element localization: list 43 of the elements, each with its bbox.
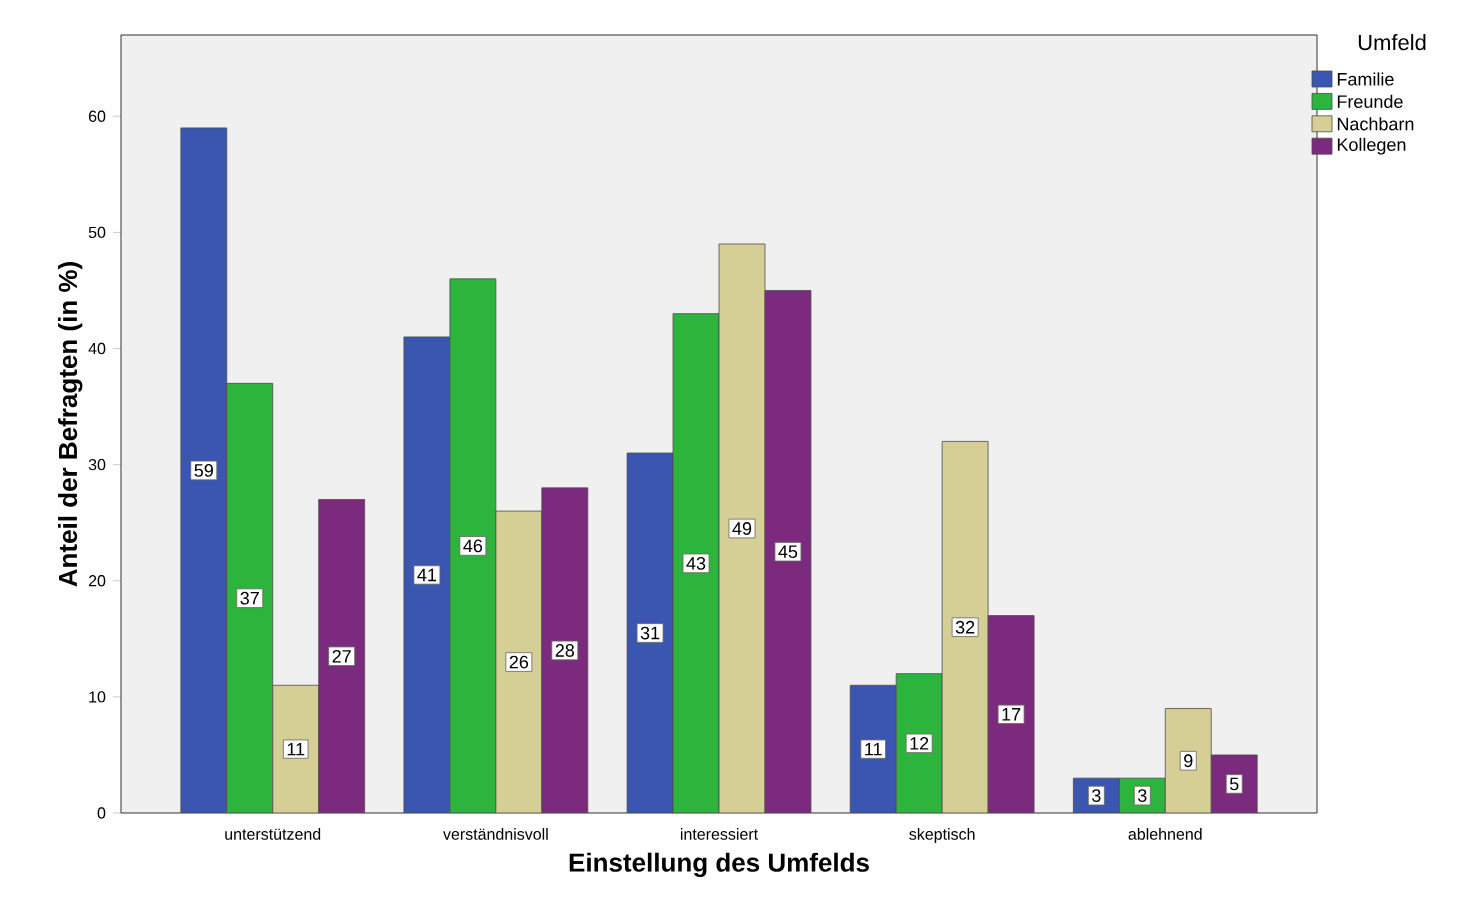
x-axis-title: Einstellung des Umfelds xyxy=(569,852,869,878)
data-label: 43 xyxy=(686,556,706,570)
legend-title: Umfeld xyxy=(1358,34,1426,51)
y-tick-label: 10 xyxy=(89,691,106,703)
legend-label: Familie xyxy=(1337,72,1394,86)
x-tick-label: verständnisvoll xyxy=(443,828,548,840)
y-tick-label: 60 xyxy=(88,110,106,122)
data-label: 41 xyxy=(417,568,437,582)
data-label: 49 xyxy=(732,522,752,535)
data-label: 28 xyxy=(555,644,575,657)
x-tick-label: unterstützend xyxy=(225,828,321,840)
data-label: 59 xyxy=(194,464,213,477)
data-label: 12 xyxy=(910,737,929,750)
data-label: 11 xyxy=(287,742,305,756)
data-label: 9 xyxy=(1184,754,1193,768)
data-label: 27 xyxy=(332,649,351,663)
data-label: 37 xyxy=(240,591,259,605)
bar xyxy=(180,127,228,813)
y-tick-label: 50 xyxy=(88,226,106,239)
y-tick-label: 0 xyxy=(97,807,106,819)
x-tick-label: skeptisch xyxy=(909,828,975,843)
bar xyxy=(849,684,897,813)
data-label: 32 xyxy=(955,620,975,634)
y-tick-label: 20 xyxy=(88,575,106,587)
y-axis-title: Anteil der Befragten (in %) xyxy=(58,262,83,587)
y-tick-label: 30 xyxy=(88,458,106,471)
data-label: 26 xyxy=(509,655,529,669)
data-label: 46 xyxy=(463,539,483,553)
data-label: 5 xyxy=(1229,777,1239,791)
bar xyxy=(403,336,451,813)
legend-label: Kollegen xyxy=(1337,137,1406,155)
data-label: 11 xyxy=(865,742,882,756)
x-tick-label: ablehnend xyxy=(1128,828,1202,840)
legend-label: Nachbarn xyxy=(1337,117,1414,131)
data-label: 45 xyxy=(778,545,798,559)
legend-label: Freunde xyxy=(1337,94,1403,109)
data-label: 17 xyxy=(1002,708,1021,721)
bar xyxy=(626,452,674,813)
x-tick-label: interessiert xyxy=(680,828,758,840)
data-label: 3 xyxy=(1092,789,1101,802)
data-label: 31 xyxy=(640,626,660,640)
data-label: 3 xyxy=(1137,789,1147,802)
y-tick-label: 40 xyxy=(88,342,106,355)
